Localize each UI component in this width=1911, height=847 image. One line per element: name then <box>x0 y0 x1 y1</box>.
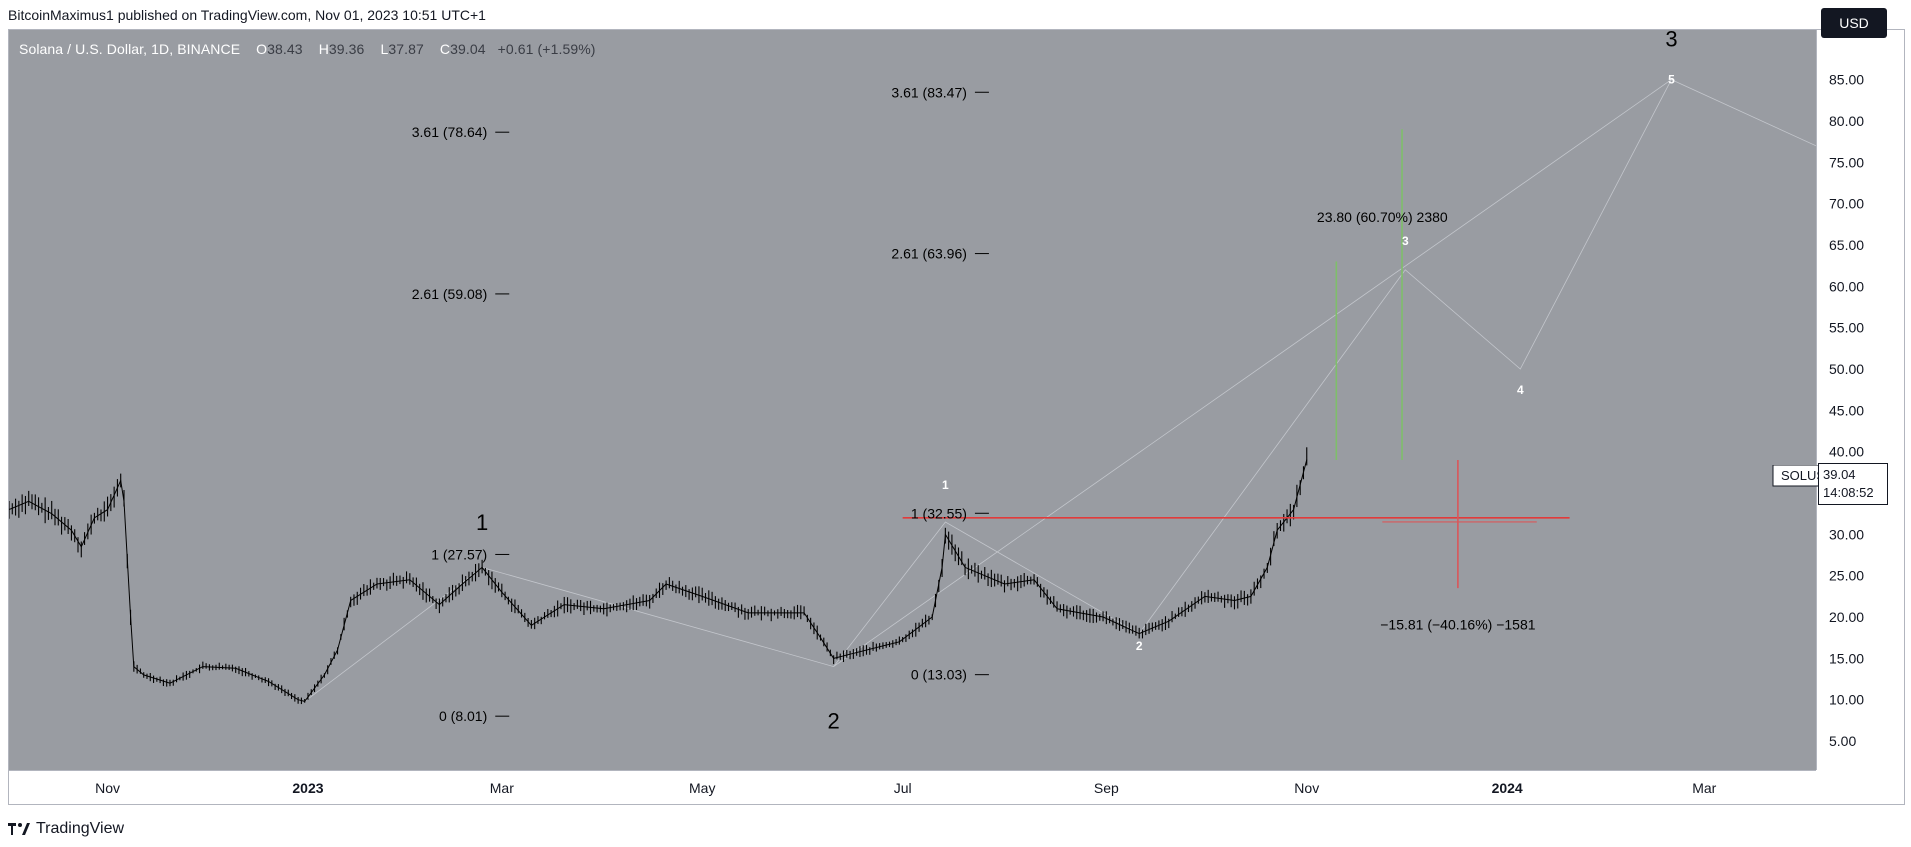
price-tick-label: 5.00 <box>1829 733 1856 749</box>
chart-frame: 3.61 (78.64) 2.61 (59.08) 1 (27.57) 0 (8.01… <box>8 29 1905 805</box>
fib-level-label: 3.61 (83.47) <box>891 84 967 100</box>
price-tick-label: 10.00 <box>1829 692 1864 708</box>
sub-wave-path <box>833 79 1672 667</box>
time-tick-label: Nov <box>1294 780 1319 796</box>
fib-level-label: 3.61 (78.64) <box>412 124 488 140</box>
price-tick-label: 25.00 <box>1829 568 1864 584</box>
fib-level-label: 2.61 (63.96) <box>891 246 967 262</box>
price-scale[interactable]: 85.00 80.00 75.00 70.00 65.00 60.00 55.00 50.00… <box>1816 30 1904 770</box>
price-tick-label: 15.00 <box>1829 650 1864 666</box>
measure-label: 23.80 (60.70%) 2380 <box>1317 209 1448 225</box>
close-value: 39.04 <box>450 41 486 57</box>
change-value: +0.61 (+1.59%) <box>497 41 596 57</box>
close-label: C <box>439 41 451 57</box>
wave-label-1: 1 <box>476 510 488 535</box>
symbol-title[interactable]: Solana / U.S. Dollar, 1D, BINANCE <box>19 41 241 57</box>
price-tick-label: 50.00 <box>1829 361 1864 377</box>
time-tick-label: Nov <box>95 780 120 796</box>
wave-label-5: 5 <box>1668 73 1675 87</box>
low-value: 37.87 <box>388 41 424 57</box>
price-candles <box>9 447 1308 705</box>
fib-level-label: 0 (13.03) <box>911 667 967 683</box>
time-tick-label: Mar <box>490 780 514 796</box>
price-tick-label: 45.00 <box>1829 402 1864 418</box>
price-tick-label: 80.00 <box>1829 113 1864 129</box>
time-scale[interactable]: Nov 2023 Mar May Jul Sep Nov 2024 Mar <box>9 770 1816 804</box>
price-tick-label: 20.00 <box>1829 609 1864 625</box>
price-tick-label: 70.00 <box>1829 196 1864 212</box>
price-tick-label: 55.00 <box>1829 320 1864 336</box>
time-tick-label: May <box>689 780 715 796</box>
wave-label-3: 3 <box>1665 30 1677 52</box>
time-tick-label: 2024 <box>1492 780 1523 796</box>
high-value: 39.36 <box>328 41 365 57</box>
time-tick-label: Sep <box>1094 780 1119 796</box>
wave-label-4: 4 <box>1517 383 1524 397</box>
footer: TradingView <box>8 818 124 840</box>
open-label: O <box>256 41 268 57</box>
low-label: L <box>380 41 389 57</box>
tradingview-brand[interactable]: TradingView <box>36 820 125 837</box>
time-tick-label: Jul <box>894 780 912 796</box>
high-label: H <box>318 41 329 57</box>
wave-label-2: 2 <box>1136 639 1143 653</box>
price-line <box>9 459 1308 702</box>
price-tick-label: 65.00 <box>1829 237 1864 253</box>
fib-level-label: 1 (32.55) <box>911 505 967 521</box>
publisher-line: BitcoinMaximus1 published on TradingView… <box>8 7 486 23</box>
fib-level-label: 1 (27.57) <box>431 546 487 562</box>
chart-plot-svg: 3.61 (78.64) 2.61 (59.08) 1 (27.57) 0 (8.01… <box>9 30 1817 734</box>
open-value: 38.43 <box>267 41 303 57</box>
fib-level-label: 0 (8.01) <box>439 708 487 724</box>
wave-label-1: 1 <box>942 478 949 492</box>
currency-button[interactable]: USD <box>1821 8 1887 38</box>
last-price-value: 39.04 <box>1823 467 1856 482</box>
price-tick-label: 75.00 <box>1829 154 1864 170</box>
fib-level-label: 2.61 (59.08) <box>412 286 488 302</box>
price-scale-svg: 85.00 80.00 75.00 70.00 65.00 60.00 55.00 50.00… <box>1829 72 1864 749</box>
symbol-legend: Solana / U.S. Dollar, 1D, BINANCE O38.43… <box>19 41 596 57</box>
price-tick-label: 85.00 <box>1829 72 1864 88</box>
time-tick-label: 2023 <box>292 780 323 796</box>
time-scale-svg: Nov 2023 Mar May Jul Sep Nov 2024 Mar <box>95 780 1717 796</box>
last-price-box: 39.04 14:08:52 <box>1818 463 1888 505</box>
price-tick-label: 40.00 <box>1829 444 1864 460</box>
wave-label-2: 2 <box>828 709 840 734</box>
bar-countdown: 14:08:52 <box>1823 485 1874 500</box>
time-tick-label: Mar <box>1692 780 1716 796</box>
price-tick-label: 30.00 <box>1829 526 1864 542</box>
plot-area[interactable]: 3.61 (78.64) 2.61 (59.08) 1 (27.57) 0 (8.01… <box>9 30 1817 770</box>
price-tick-label: 60.00 <box>1829 278 1864 294</box>
wave-label-3: 3 <box>1402 234 1409 248</box>
tradingview-logo-icon <box>8 823 30 835</box>
measure-label: −15.81 (−40.16%) −1581 <box>1380 616 1536 632</box>
